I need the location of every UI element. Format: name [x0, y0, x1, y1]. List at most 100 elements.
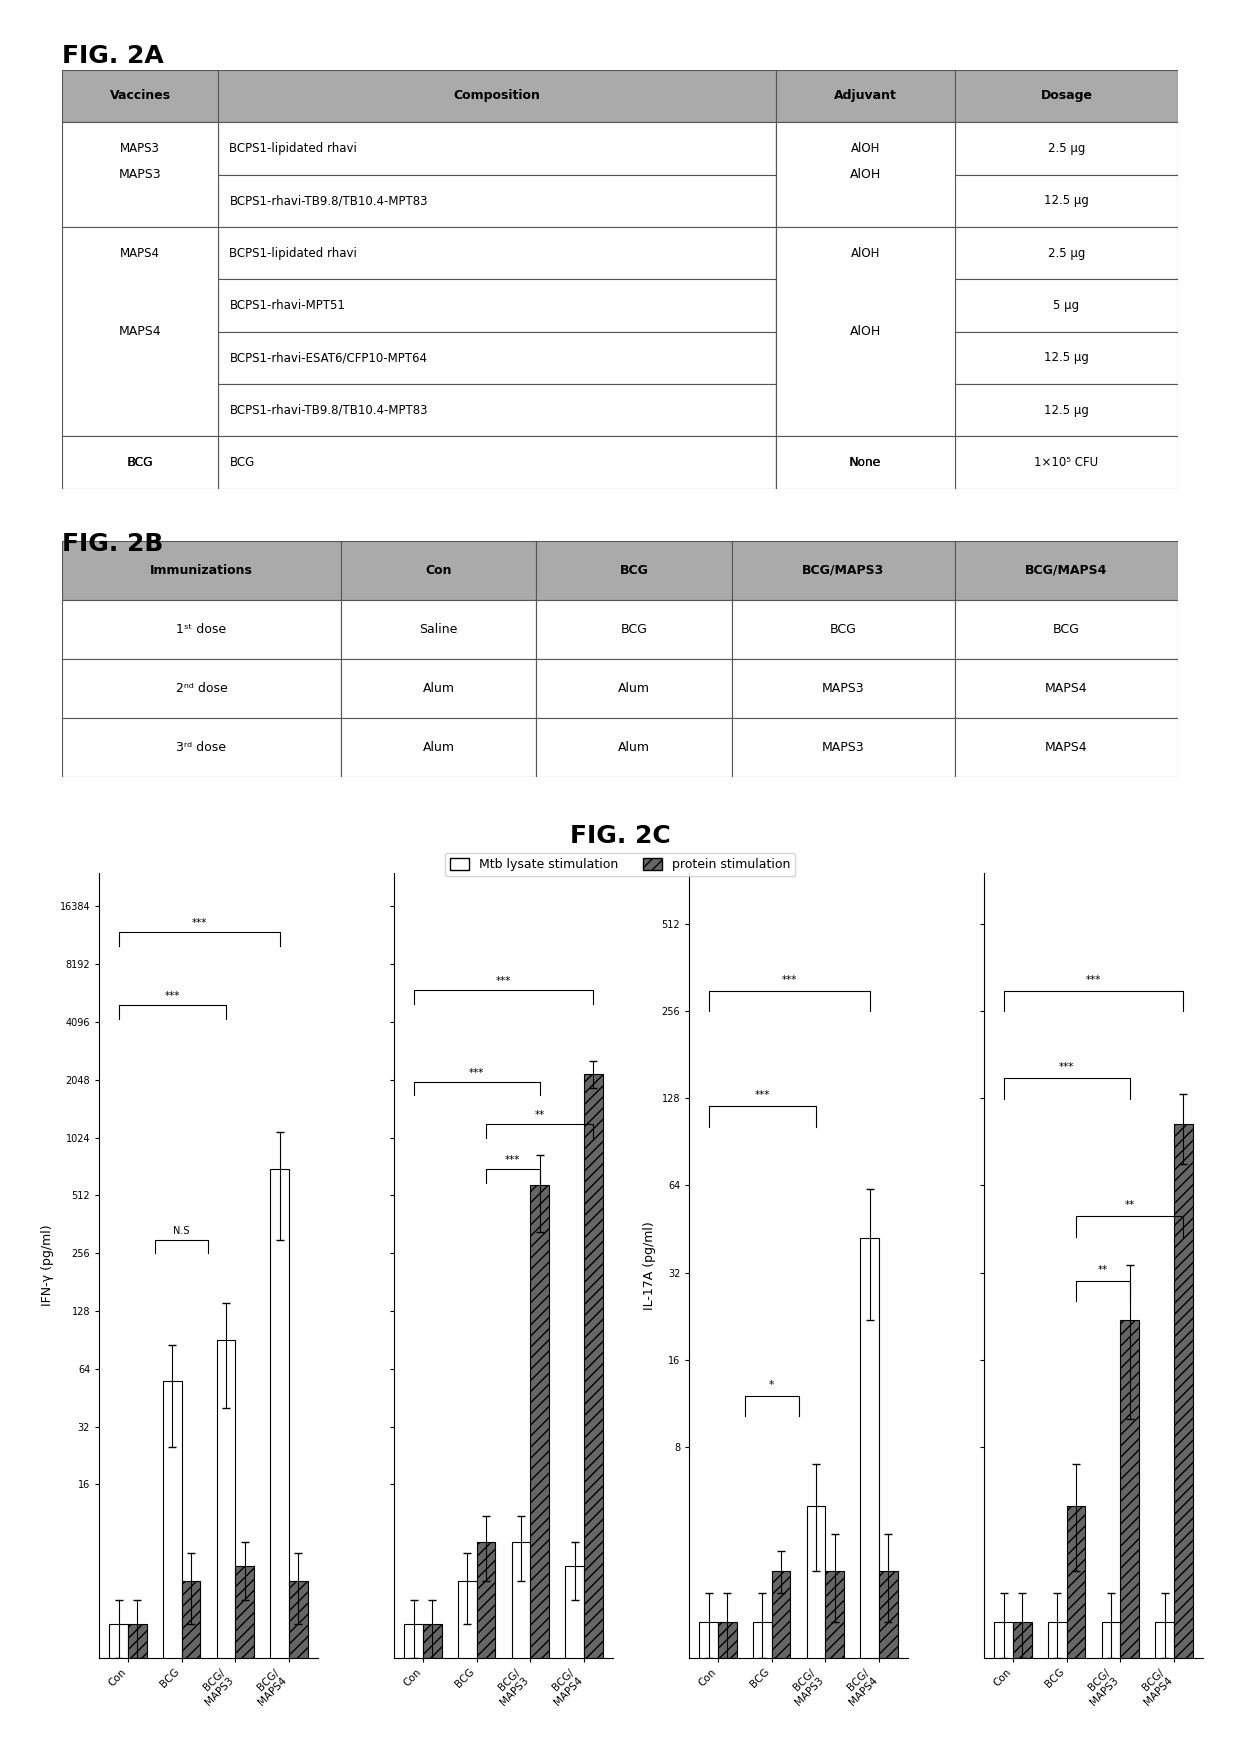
- Bar: [584, 1073, 603, 1745]
- FancyBboxPatch shape: [776, 70, 955, 122]
- Text: **: **: [1125, 1201, 1135, 1211]
- Text: BCG: BCG: [1053, 623, 1080, 635]
- FancyBboxPatch shape: [955, 227, 1178, 279]
- FancyBboxPatch shape: [62, 122, 218, 174]
- Bar: [128, 1625, 146, 1745]
- FancyBboxPatch shape: [218, 384, 776, 436]
- FancyBboxPatch shape: [955, 600, 1178, 658]
- Text: AlOH: AlOH: [851, 141, 880, 155]
- FancyBboxPatch shape: [776, 227, 955, 279]
- Bar: [826, 1570, 844, 1745]
- FancyBboxPatch shape: [62, 227, 218, 436]
- Bar: [236, 1565, 254, 1745]
- Text: BCG/MAPS4: BCG/MAPS4: [1025, 564, 1107, 578]
- FancyBboxPatch shape: [62, 600, 341, 658]
- FancyBboxPatch shape: [218, 436, 776, 489]
- Text: ***: ***: [469, 1068, 485, 1078]
- FancyBboxPatch shape: [955, 717, 1178, 777]
- Text: Saline: Saline: [419, 623, 458, 635]
- FancyBboxPatch shape: [218, 122, 776, 174]
- Bar: [270, 1169, 289, 1745]
- Text: MAPS4: MAPS4: [1045, 682, 1087, 695]
- FancyBboxPatch shape: [732, 658, 955, 717]
- Text: 5 μg: 5 μg: [1053, 298, 1080, 312]
- FancyBboxPatch shape: [218, 279, 776, 332]
- Legend: Mtb lysate stimulation, protein stimulation: Mtb lysate stimulation, protein stimulat…: [445, 853, 795, 876]
- Text: 2ⁿᵈ dose: 2ⁿᵈ dose: [176, 682, 227, 695]
- Text: FIG. 2A: FIG. 2A: [62, 44, 164, 68]
- FancyBboxPatch shape: [776, 384, 955, 436]
- Y-axis label: IFN-γ (pg/ml): IFN-γ (pg/ml): [41, 1225, 55, 1305]
- Text: Alum: Alum: [423, 682, 455, 695]
- Text: Con: Con: [425, 564, 451, 578]
- FancyBboxPatch shape: [536, 658, 732, 717]
- FancyBboxPatch shape: [776, 436, 955, 489]
- Bar: [512, 1543, 531, 1745]
- FancyBboxPatch shape: [62, 541, 341, 600]
- Bar: [806, 1506, 826, 1745]
- Bar: [771, 1570, 790, 1745]
- Text: Composition: Composition: [454, 89, 541, 103]
- FancyBboxPatch shape: [536, 541, 732, 600]
- Text: ***: ***: [496, 975, 511, 986]
- Text: FIG. 2B: FIG. 2B: [62, 532, 164, 557]
- Text: BCG: BCG: [128, 455, 153, 469]
- Bar: [565, 1565, 584, 1745]
- Bar: [181, 1581, 201, 1745]
- Text: BCPS1-rhavi-TB9.8/TB10.4-MPT83: BCPS1-rhavi-TB9.8/TB10.4-MPT83: [229, 403, 428, 417]
- Bar: [1174, 1124, 1193, 1745]
- FancyBboxPatch shape: [536, 717, 732, 777]
- FancyBboxPatch shape: [62, 279, 218, 332]
- Text: 3ʳᵈ dose: 3ʳᵈ dose: [176, 740, 227, 754]
- Bar: [289, 1581, 308, 1745]
- Text: 1ˢᵗ dose: 1ˢᵗ dose: [176, 623, 227, 635]
- Text: Adjuvant: Adjuvant: [835, 89, 897, 103]
- Text: 12.5 μg: 12.5 μg: [1044, 403, 1089, 417]
- FancyBboxPatch shape: [62, 174, 218, 227]
- Bar: [109, 1625, 128, 1745]
- Text: None: None: [851, 455, 880, 469]
- FancyBboxPatch shape: [62, 122, 218, 227]
- Bar: [1066, 1506, 1085, 1745]
- FancyBboxPatch shape: [62, 384, 218, 436]
- FancyBboxPatch shape: [955, 436, 1178, 489]
- Text: BCPS1-rhavi-MPT51: BCPS1-rhavi-MPT51: [229, 298, 345, 312]
- FancyBboxPatch shape: [218, 174, 776, 227]
- FancyBboxPatch shape: [776, 332, 955, 384]
- FancyBboxPatch shape: [776, 122, 955, 227]
- FancyBboxPatch shape: [776, 174, 955, 227]
- Text: ***: ***: [755, 1091, 770, 1099]
- Text: BCG: BCG: [620, 564, 649, 578]
- FancyBboxPatch shape: [955, 279, 1178, 332]
- Text: ***: ***: [1086, 975, 1101, 984]
- Bar: [531, 1185, 549, 1745]
- Text: MAPS4: MAPS4: [120, 246, 160, 260]
- FancyBboxPatch shape: [776, 279, 955, 332]
- FancyBboxPatch shape: [955, 122, 1178, 174]
- Bar: [879, 1570, 898, 1745]
- Text: MAPS4: MAPS4: [119, 325, 161, 339]
- Text: BCPS1-rhavi-ESAT6/CFP10-MPT64: BCPS1-rhavi-ESAT6/CFP10-MPT64: [229, 351, 428, 365]
- Bar: [1121, 1319, 1140, 1745]
- FancyBboxPatch shape: [218, 332, 776, 384]
- Text: *: *: [769, 1380, 774, 1389]
- FancyBboxPatch shape: [62, 70, 218, 122]
- Bar: [423, 1625, 441, 1745]
- Text: ***: ***: [191, 918, 207, 928]
- Text: Dosage: Dosage: [1040, 89, 1092, 103]
- Text: AlOH: AlOH: [851, 246, 880, 260]
- Bar: [458, 1581, 476, 1745]
- Bar: [1156, 1621, 1174, 1745]
- Bar: [753, 1621, 771, 1745]
- FancyBboxPatch shape: [341, 717, 536, 777]
- Bar: [718, 1621, 737, 1745]
- FancyBboxPatch shape: [955, 384, 1178, 436]
- Text: AlOH: AlOH: [849, 168, 882, 181]
- FancyBboxPatch shape: [62, 332, 218, 384]
- Text: 2.5 μg: 2.5 μg: [1048, 141, 1085, 155]
- Text: 12.5 μg: 12.5 μg: [1044, 351, 1089, 365]
- Text: None: None: [849, 455, 882, 469]
- Bar: [1048, 1621, 1066, 1745]
- Y-axis label: IL-17A (pg/ml): IL-17A (pg/ml): [644, 1222, 656, 1309]
- FancyBboxPatch shape: [62, 436, 218, 489]
